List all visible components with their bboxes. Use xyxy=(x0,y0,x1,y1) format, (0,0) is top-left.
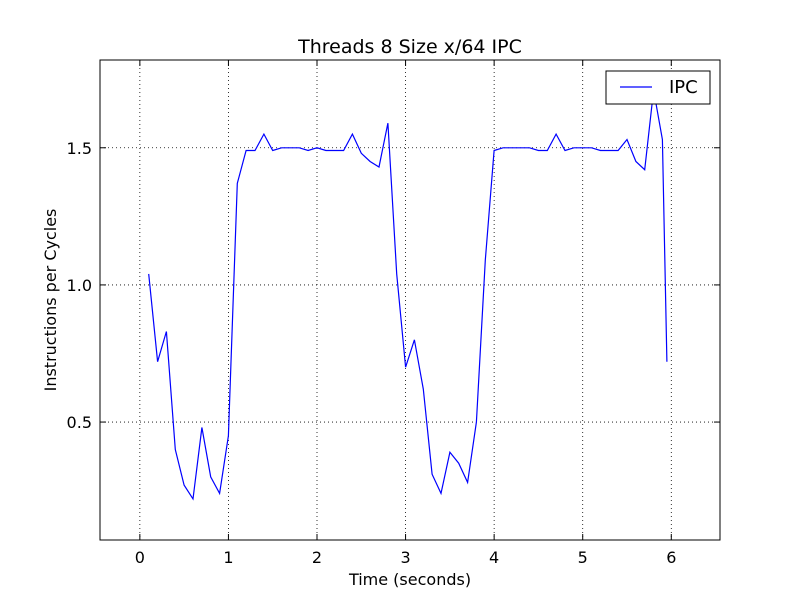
series-line-ipc xyxy=(148,90,668,501)
y-tick-label: 1.0 xyxy=(67,276,92,295)
x-tick-label: 1 xyxy=(223,548,233,567)
y-axis-label: Instructions per Cycles xyxy=(41,209,60,392)
x-axis-label: Time (seconds) xyxy=(348,570,471,589)
plot-frame xyxy=(99,59,721,541)
x-tick-label: 6 xyxy=(666,548,676,567)
grid-lines xyxy=(100,60,720,540)
x-tick-label: 4 xyxy=(489,548,499,567)
x-tick-label: 5 xyxy=(578,548,588,567)
series-layer xyxy=(148,90,668,501)
x-tick-label: 2 xyxy=(312,548,322,567)
plot-area xyxy=(100,60,720,540)
legend: IPC xyxy=(605,70,711,105)
chart-title: Threads 8 Size x/64 IPC xyxy=(297,36,522,58)
y-tick-label: 1.5 xyxy=(67,139,92,158)
legend-label-ipc: IPC xyxy=(669,77,698,98)
x-tick-label: 0 xyxy=(135,548,145,567)
y-tick-label: 0.5 xyxy=(67,413,92,432)
x-tick-label: 3 xyxy=(400,548,410,567)
axis-ticks: 0 1 2 3 4 5 6 0.5 1.0 1.5 xyxy=(67,60,720,567)
